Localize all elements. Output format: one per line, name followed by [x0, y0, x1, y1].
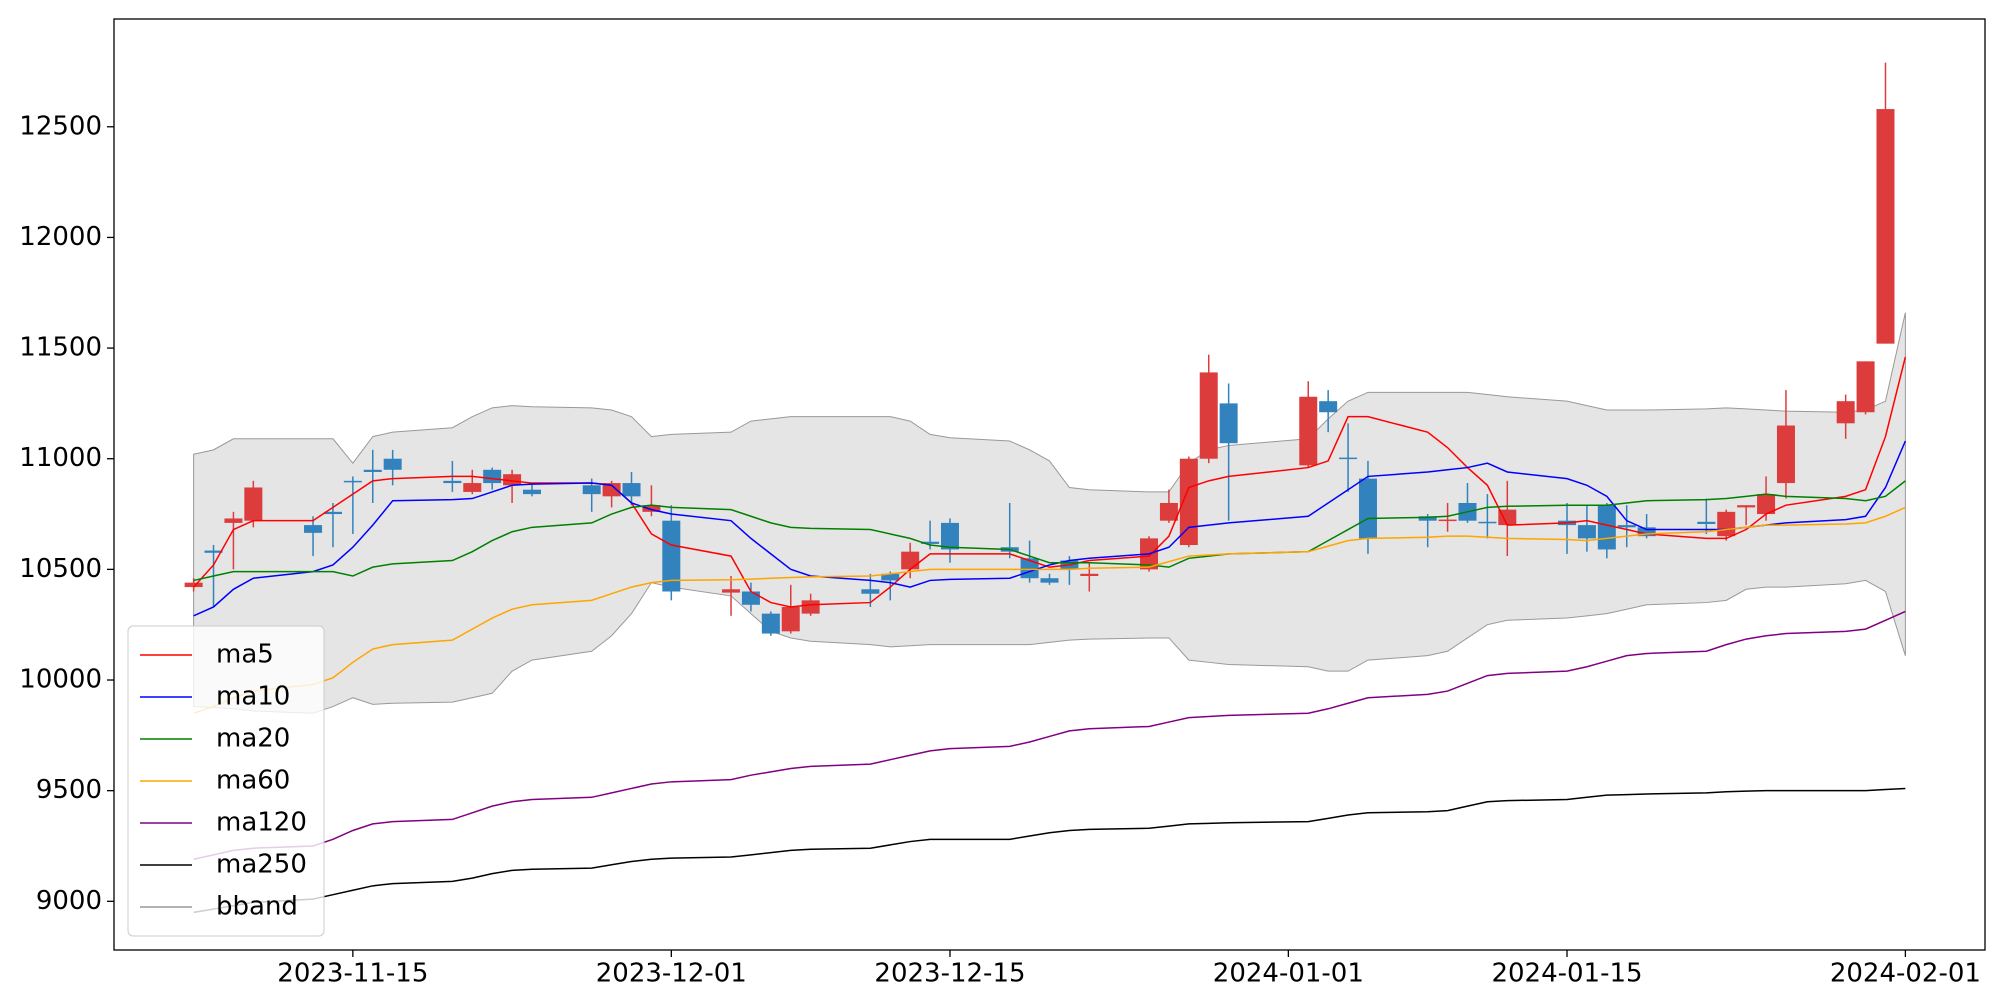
y-tick-label: 12000	[19, 222, 102, 252]
candle-body	[1876, 109, 1895, 344]
candle-body	[1219, 403, 1238, 444]
bband-area	[193, 312, 1906, 714]
legend-label: ma120	[216, 808, 307, 838]
y-tick-label: 10500	[19, 554, 102, 584]
legend: ma5 ma10 ma20 ma60 ma120 ma250 bband	[127, 625, 325, 937]
x-tick-label: 2023-11-15	[277, 959, 428, 989]
candle-body	[1617, 525, 1636, 528]
ma-line	[193, 506, 1906, 714]
legend-label: ma250	[216, 850, 307, 880]
candle-body	[1717, 511, 1736, 537]
y-tick-label: 11000	[19, 443, 102, 473]
candle-body	[801, 600, 820, 614]
legend-label: ma20	[216, 724, 290, 754]
candle-body	[1040, 578, 1059, 583]
candle-body	[1577, 525, 1596, 539]
candle-body	[204, 550, 223, 553]
candle-body	[881, 573, 900, 581]
legend-label: ma60	[216, 766, 290, 796]
ma-line	[193, 787, 1906, 914]
candle-body	[582, 485, 601, 495]
candle-body	[861, 589, 880, 594]
candle-body	[781, 606, 800, 632]
candle-body	[224, 518, 243, 523]
x-tick-label: 2023-12-15	[874, 959, 1025, 989]
x-tick-label: 2024-01-01	[1213, 959, 1364, 989]
candle-body	[602, 483, 621, 497]
candle-body	[1339, 457, 1358, 460]
candle-body	[1418, 516, 1437, 521]
candle-body	[1637, 527, 1656, 537]
candle-body	[1319, 401, 1338, 413]
ma-line	[193, 480, 1906, 582]
candle-body	[1498, 509, 1517, 526]
legend-box	[127, 625, 325, 937]
candle-body	[443, 480, 462, 484]
candle-body	[1836, 401, 1855, 424]
candle-body	[304, 525, 323, 533]
ma-line	[193, 356, 1907, 608]
candle-body	[722, 589, 741, 593]
candle-body	[1478, 521, 1497, 524]
candle-body	[901, 551, 920, 570]
y-tick-label: 10000	[19, 665, 102, 695]
candle-body	[1697, 521, 1716, 525]
candle-body	[940, 522, 959, 550]
candle-body	[1438, 519, 1457, 522]
candle-body	[741, 591, 760, 605]
ma-line	[193, 610, 1906, 861]
x-tick-label: 2024-02-01	[1830, 959, 1981, 989]
candle-body	[1737, 505, 1756, 508]
candle-body	[1199, 372, 1218, 459]
candle-body	[363, 469, 382, 472]
candle-body	[463, 483, 482, 492]
plot	[184, 62, 1907, 914]
candle-body	[1597, 505, 1616, 550]
candle-body	[622, 483, 641, 497]
candle-body	[383, 458, 402, 470]
candle-body	[662, 520, 681, 592]
candle-body	[244, 487, 263, 521]
candle-body	[323, 511, 342, 515]
y-tick-label: 12500	[19, 111, 102, 141]
candle-body	[1757, 494, 1776, 515]
candle-body	[1299, 396, 1318, 466]
legend-label: ma5	[216, 640, 274, 670]
ma-line	[193, 440, 1907, 617]
y-tick-label: 11500	[19, 333, 102, 363]
candle-body	[483, 469, 502, 484]
candle-body	[921, 541, 940, 544]
legend-label: bband	[216, 892, 298, 922]
y-tick-label: 9500	[36, 775, 102, 805]
candle-body	[1856, 361, 1875, 413]
candle-body	[1776, 425, 1795, 484]
candle-body	[1179, 458, 1198, 546]
x-tick-label: 2024-01-15	[1491, 959, 1642, 989]
candle-body	[1358, 478, 1377, 539]
candle-body	[522, 489, 541, 495]
candle-body	[1080, 573, 1099, 577]
candle-body	[1159, 502, 1178, 521]
candle-body	[343, 480, 362, 483]
candle-body	[642, 505, 661, 512]
legend-label: ma10	[216, 682, 290, 712]
candle-body	[184, 582, 203, 588]
candle-body	[761, 613, 780, 634]
y-tick-label: 9000	[36, 886, 102, 916]
candle-body	[503, 474, 522, 486]
x-tick-label: 2023-12-01	[596, 959, 747, 989]
axes-frame	[113, 18, 1986, 951]
